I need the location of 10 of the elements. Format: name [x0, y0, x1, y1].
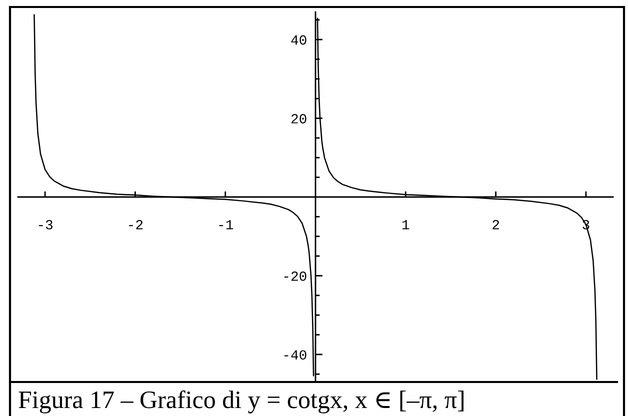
x-tick-label: -2	[129, 220, 143, 230]
y-tick-label: 20	[291, 114, 306, 124]
x-tick-label: -3	[38, 220, 52, 230]
y-tick-label: 40	[291, 35, 306, 45]
x-tick-label: 2	[492, 220, 499, 230]
y-tick-label: -40	[284, 350, 306, 360]
x-tick-label: -1	[219, 220, 234, 230]
text: Figura 17 – Grafico di y = cotgx, x ∈ [–π, π]	[18, 390, 464, 414]
y-tick-label: -20	[284, 271, 306, 281]
x-tick-label: 1	[402, 220, 410, 230]
